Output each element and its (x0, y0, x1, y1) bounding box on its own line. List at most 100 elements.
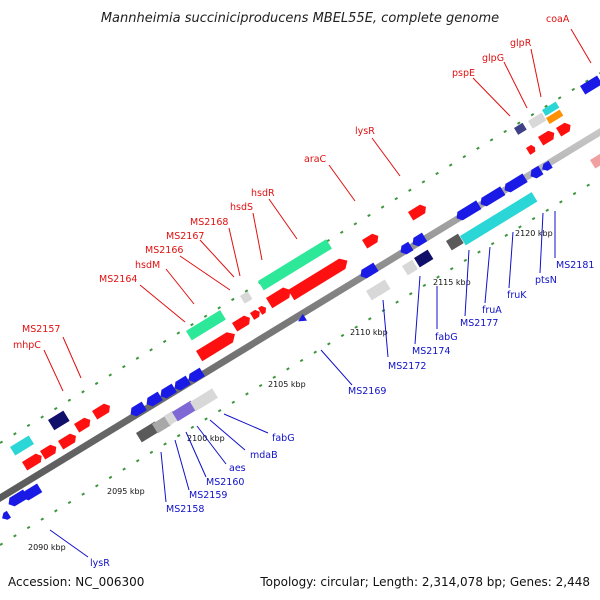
gene-forward[interactable] (526, 144, 537, 155)
gene-forward[interactable] (92, 402, 113, 420)
gene-pspE[interactable] (514, 122, 527, 135)
gene-forward[interactable] (266, 285, 294, 309)
gene-orange[interactable] (546, 109, 564, 124)
gene-hsdM[interactable] (196, 329, 238, 362)
gene-label[interactable]: MS2174 (412, 346, 450, 357)
gene-hsdR-b[interactable] (288, 256, 351, 301)
gene-MS2169[interactable] (296, 313, 308, 325)
gene-label[interactable]: mdaB (250, 450, 278, 461)
gene-label[interactable]: MS2181 (556, 260, 594, 271)
forward-genes (9, 75, 600, 471)
gene-label[interactable]: MS2166 (145, 245, 183, 256)
gene-label[interactable]: mhpC (13, 340, 41, 351)
gene-label[interactable]: glpR (510, 38, 532, 49)
gene-mhpC[interactable] (9, 435, 34, 456)
gene-forward-pink[interactable] (590, 152, 600, 169)
gene-label[interactable]: hsdM (135, 260, 160, 271)
gene-label[interactable]: MS2158 (166, 504, 204, 515)
tick-label: 2095 kbp (107, 487, 145, 496)
reverse-gene-labels: MS2181 ptsN fruK fruA MS2177 fabG MS2174… (49, 211, 594, 569)
gene-fabG[interactable] (186, 367, 205, 385)
gene-forward[interactable] (58, 432, 79, 450)
gene-MS2157[interactable] (48, 410, 70, 431)
tick-label: 2100 kbp (187, 434, 225, 443)
gene-reverse[interactable] (502, 173, 528, 194)
kbp-ticks: 2090 kbp 2095 kbp 2100 kbp 2105 kbp 2110… (28, 229, 553, 552)
gene-forward[interactable] (556, 121, 573, 137)
gene-araC[interactable] (362, 232, 381, 249)
gene-hsdS[interactable] (258, 304, 268, 315)
gene-label[interactable]: MS2160 (206, 477, 244, 488)
gene-label[interactable]: lysR (355, 126, 375, 137)
gene-glpR[interactable] (542, 101, 560, 116)
gene-label[interactable]: MS2172 (388, 361, 426, 372)
genome-summary-text: Topology: circular; Length: 2,314,078 bp… (259, 575, 590, 589)
accession-text: Accession: NC_006300 (8, 575, 144, 589)
gene-MS2177[interactable] (460, 192, 538, 246)
gene-aes[interactable] (172, 400, 197, 422)
gene-label[interactable]: fabG (435, 332, 458, 343)
gene-reverse[interactable] (158, 383, 177, 401)
gene-fruK[interactable] (528, 165, 544, 181)
gene-reverse[interactable] (398, 241, 414, 257)
gene-reverse[interactable] (410, 232, 428, 249)
gene-label[interactable]: ptsN (535, 275, 557, 286)
tick-label: 2110 kbp (350, 328, 388, 337)
gene-reverse[interactable] (358, 262, 379, 281)
gene-label[interactable]: fabG (272, 433, 295, 444)
gene-forward[interactable] (74, 416, 93, 433)
tick-label: 2105 kbp (268, 380, 306, 389)
gene-MS2168[interactable] (240, 291, 253, 304)
gene-label[interactable]: MS2159 (189, 490, 227, 501)
gene-label[interactable]: fruA (482, 305, 502, 316)
gene-label[interactable]: araC (304, 154, 327, 165)
gene-MS2166[interactable] (232, 314, 253, 332)
gene-fabG-2[interactable] (446, 233, 464, 251)
gene-label[interactable]: MS2177 (460, 318, 498, 329)
gene-label[interactable]: lysR (90, 558, 110, 569)
tick-label: 2090 kbp (28, 543, 66, 552)
gene-label[interactable]: pspE (452, 68, 475, 79)
gene-label[interactable]: MS2164 (99, 274, 137, 285)
reverse-genes (0, 160, 553, 522)
gene-lysR[interactable] (408, 203, 429, 221)
gene-label[interactable]: hsdR (251, 188, 275, 199)
gene-reverse[interactable] (172, 375, 191, 393)
gene-label[interactable]: aes (229, 463, 246, 474)
gene-label[interactable]: fruK (507, 290, 527, 301)
gene-label[interactable]: MS2167 (166, 231, 204, 242)
forward-gene-labels: coaA glpR glpG pspE lysR araC hsdR hsdS … (13, 14, 592, 392)
gene-mdaB[interactable] (190, 388, 218, 412)
tick-label: 2115 kbp (433, 278, 471, 287)
gene-MS2172[interactable] (366, 279, 391, 301)
gene-reverse[interactable] (144, 391, 163, 409)
gene-glpG[interactable] (528, 112, 547, 129)
gene-label[interactable]: hsdS (230, 202, 253, 213)
gene-label[interactable]: MS2168 (190, 217, 228, 228)
gene-coaA[interactable] (580, 75, 600, 95)
gene-label[interactable]: MS2157 (22, 324, 60, 335)
map-title: Mannheimia succiniciproducens MBEL55E, c… (101, 11, 499, 26)
tick-track-inner (0, 177, 600, 546)
gene-MS2167[interactable] (250, 308, 262, 320)
gene-reverse[interactable] (20, 483, 43, 503)
gene-reverse[interactable] (478, 186, 506, 208)
gene-label[interactable]: glpG (482, 53, 504, 64)
genome-backbone (0, 128, 600, 502)
gene-label[interactable]: MS2169 (348, 386, 386, 397)
gene-reverse[interactable] (128, 401, 147, 419)
tick-label: 2120 kbp (515, 229, 553, 238)
gene-forward[interactable] (40, 443, 59, 460)
gene-forward[interactable] (22, 452, 44, 471)
gene-reverse[interactable] (454, 200, 482, 222)
gene-MS2174-b[interactable] (414, 249, 434, 268)
gene-hsdR[interactable] (258, 239, 332, 291)
gene-label[interactable]: coaA (546, 14, 570, 25)
gene-MS2164[interactable] (186, 310, 226, 341)
gene-reverse-small[interactable] (0, 510, 12, 522)
gene-MS2174[interactable] (402, 259, 418, 276)
gene-ptsN[interactable] (540, 160, 553, 173)
gene-forward[interactable] (538, 129, 557, 146)
